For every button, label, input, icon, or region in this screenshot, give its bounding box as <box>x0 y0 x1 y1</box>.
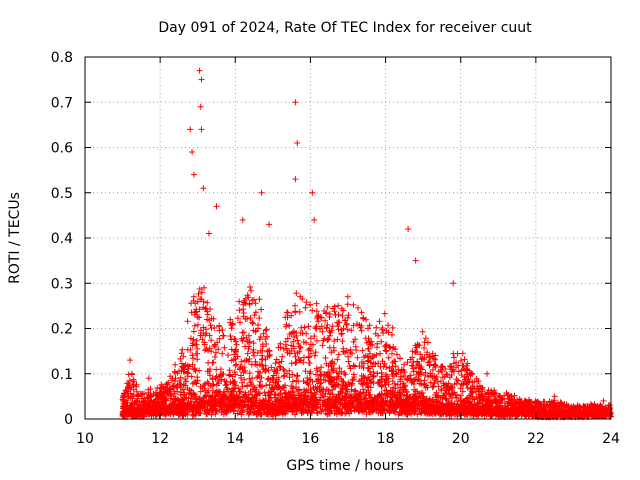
y-tick-label: 0.4 <box>51 231 73 247</box>
plot-frame <box>84 56 612 420</box>
roti-point <box>189 149 196 156</box>
x-tick-label: 10 <box>76 431 94 447</box>
x-tick-label: 16 <box>302 431 320 447</box>
y-tick-label: 0.8 <box>51 50 73 66</box>
roti-point <box>551 393 558 400</box>
y-tick-label: 0.6 <box>51 141 73 157</box>
roti-point <box>311 216 318 223</box>
roti-point <box>213 203 220 210</box>
roti-point <box>484 370 491 377</box>
axis-ticks <box>84 56 612 420</box>
roti-point <box>258 189 265 196</box>
y-tick-label: 0.7 <box>51 95 73 111</box>
x-axis-label: GPS time / hours <box>286 458 403 474</box>
roti-point <box>450 280 457 287</box>
roti-point <box>405 225 412 232</box>
roti-point <box>205 230 212 237</box>
roti-point <box>127 357 134 364</box>
x-tick-label: 20 <box>452 431 470 447</box>
roti-point <box>198 126 205 133</box>
x-tick-label: 18 <box>377 431 395 447</box>
roti-point <box>172 361 179 368</box>
y-tick-label: 0 <box>64 412 73 428</box>
x-tick-label: 12 <box>151 431 169 447</box>
roti-point <box>198 76 205 83</box>
data-points <box>119 67 614 421</box>
x-tick-label: 24 <box>602 431 620 447</box>
grid-lines <box>85 57 611 419</box>
roti-point <box>145 375 152 382</box>
roti-point <box>200 185 207 192</box>
roti-point <box>412 257 419 264</box>
roti-point <box>266 221 273 228</box>
y-tick-labels: 0 0.1 0.2 0.3 0.4 0.5 0.6 0.7 0.8 <box>51 50 73 428</box>
x-tick-labels: 10 12 14 16 18 20 22 24 <box>76 431 620 447</box>
roti-point <box>292 99 299 106</box>
y-tick-label: 0.3 <box>51 276 73 292</box>
y-tick-label: 0.5 <box>51 186 73 202</box>
roti-point-cloud <box>119 284 614 421</box>
y-tick-label: 0.1 <box>51 367 73 383</box>
roti-point <box>196 67 203 74</box>
roti-point <box>309 189 316 196</box>
y-axis-label: ROTI / TECUs <box>7 192 23 284</box>
x-tick-label: 22 <box>527 431 545 447</box>
roti-point <box>197 103 204 110</box>
roti-point <box>292 176 299 183</box>
roti-point <box>600 397 607 404</box>
roti-point <box>187 126 194 133</box>
roti-point <box>294 139 301 146</box>
roti-point <box>239 216 246 223</box>
y-tick-label: 0.2 <box>51 322 73 338</box>
roti-point <box>190 171 197 178</box>
x-tick-label: 14 <box>226 431 244 447</box>
chart-title: Day 091 of 2024, Rate Of TEC Index for r… <box>158 20 532 36</box>
